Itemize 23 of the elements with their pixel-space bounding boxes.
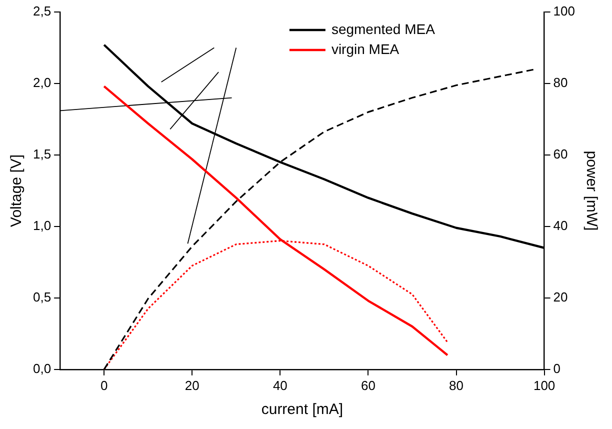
- y2-tick-label: 40: [553, 218, 568, 234]
- legend-label: segmented MEA: [331, 20, 436, 37]
- y2-tick-label: 100: [553, 4, 576, 19]
- x-tick-label: 20: [184, 378, 200, 393]
- y-tick-label: 2,0: [32, 75, 52, 90]
- y-tick-label: 0,0: [32, 360, 52, 376]
- y-tick-label: 1,0: [32, 218, 52, 234]
- y-tick-label: 0,5: [32, 290, 52, 304]
- y2-tick-label: 80: [553, 75, 568, 90]
- x-tick-label: 0: [100, 378, 108, 393]
- x-axis-title: current [mA]: [261, 401, 344, 418]
- x-tick-label: 80: [449, 378, 464, 393]
- y2-tick-label: 0: [553, 360, 561, 376]
- x-tick-label: 100: [533, 378, 556, 393]
- y2-tick-label: 20: [553, 290, 568, 304]
- x-tick-label: 60: [360, 378, 376, 393]
- y-axis-title: Voltage [V]: [8, 154, 26, 227]
- legend-label: virgin MEA: [331, 40, 400, 57]
- x-tick-label: 40: [272, 378, 288, 393]
- y-tick-label: 2,5: [32, 4, 52, 19]
- y2-axis-title: power [mW]: [582, 150, 600, 231]
- y-tick-label: 1,5: [32, 146, 52, 162]
- y2-tick-label: 60: [553, 146, 568, 162]
